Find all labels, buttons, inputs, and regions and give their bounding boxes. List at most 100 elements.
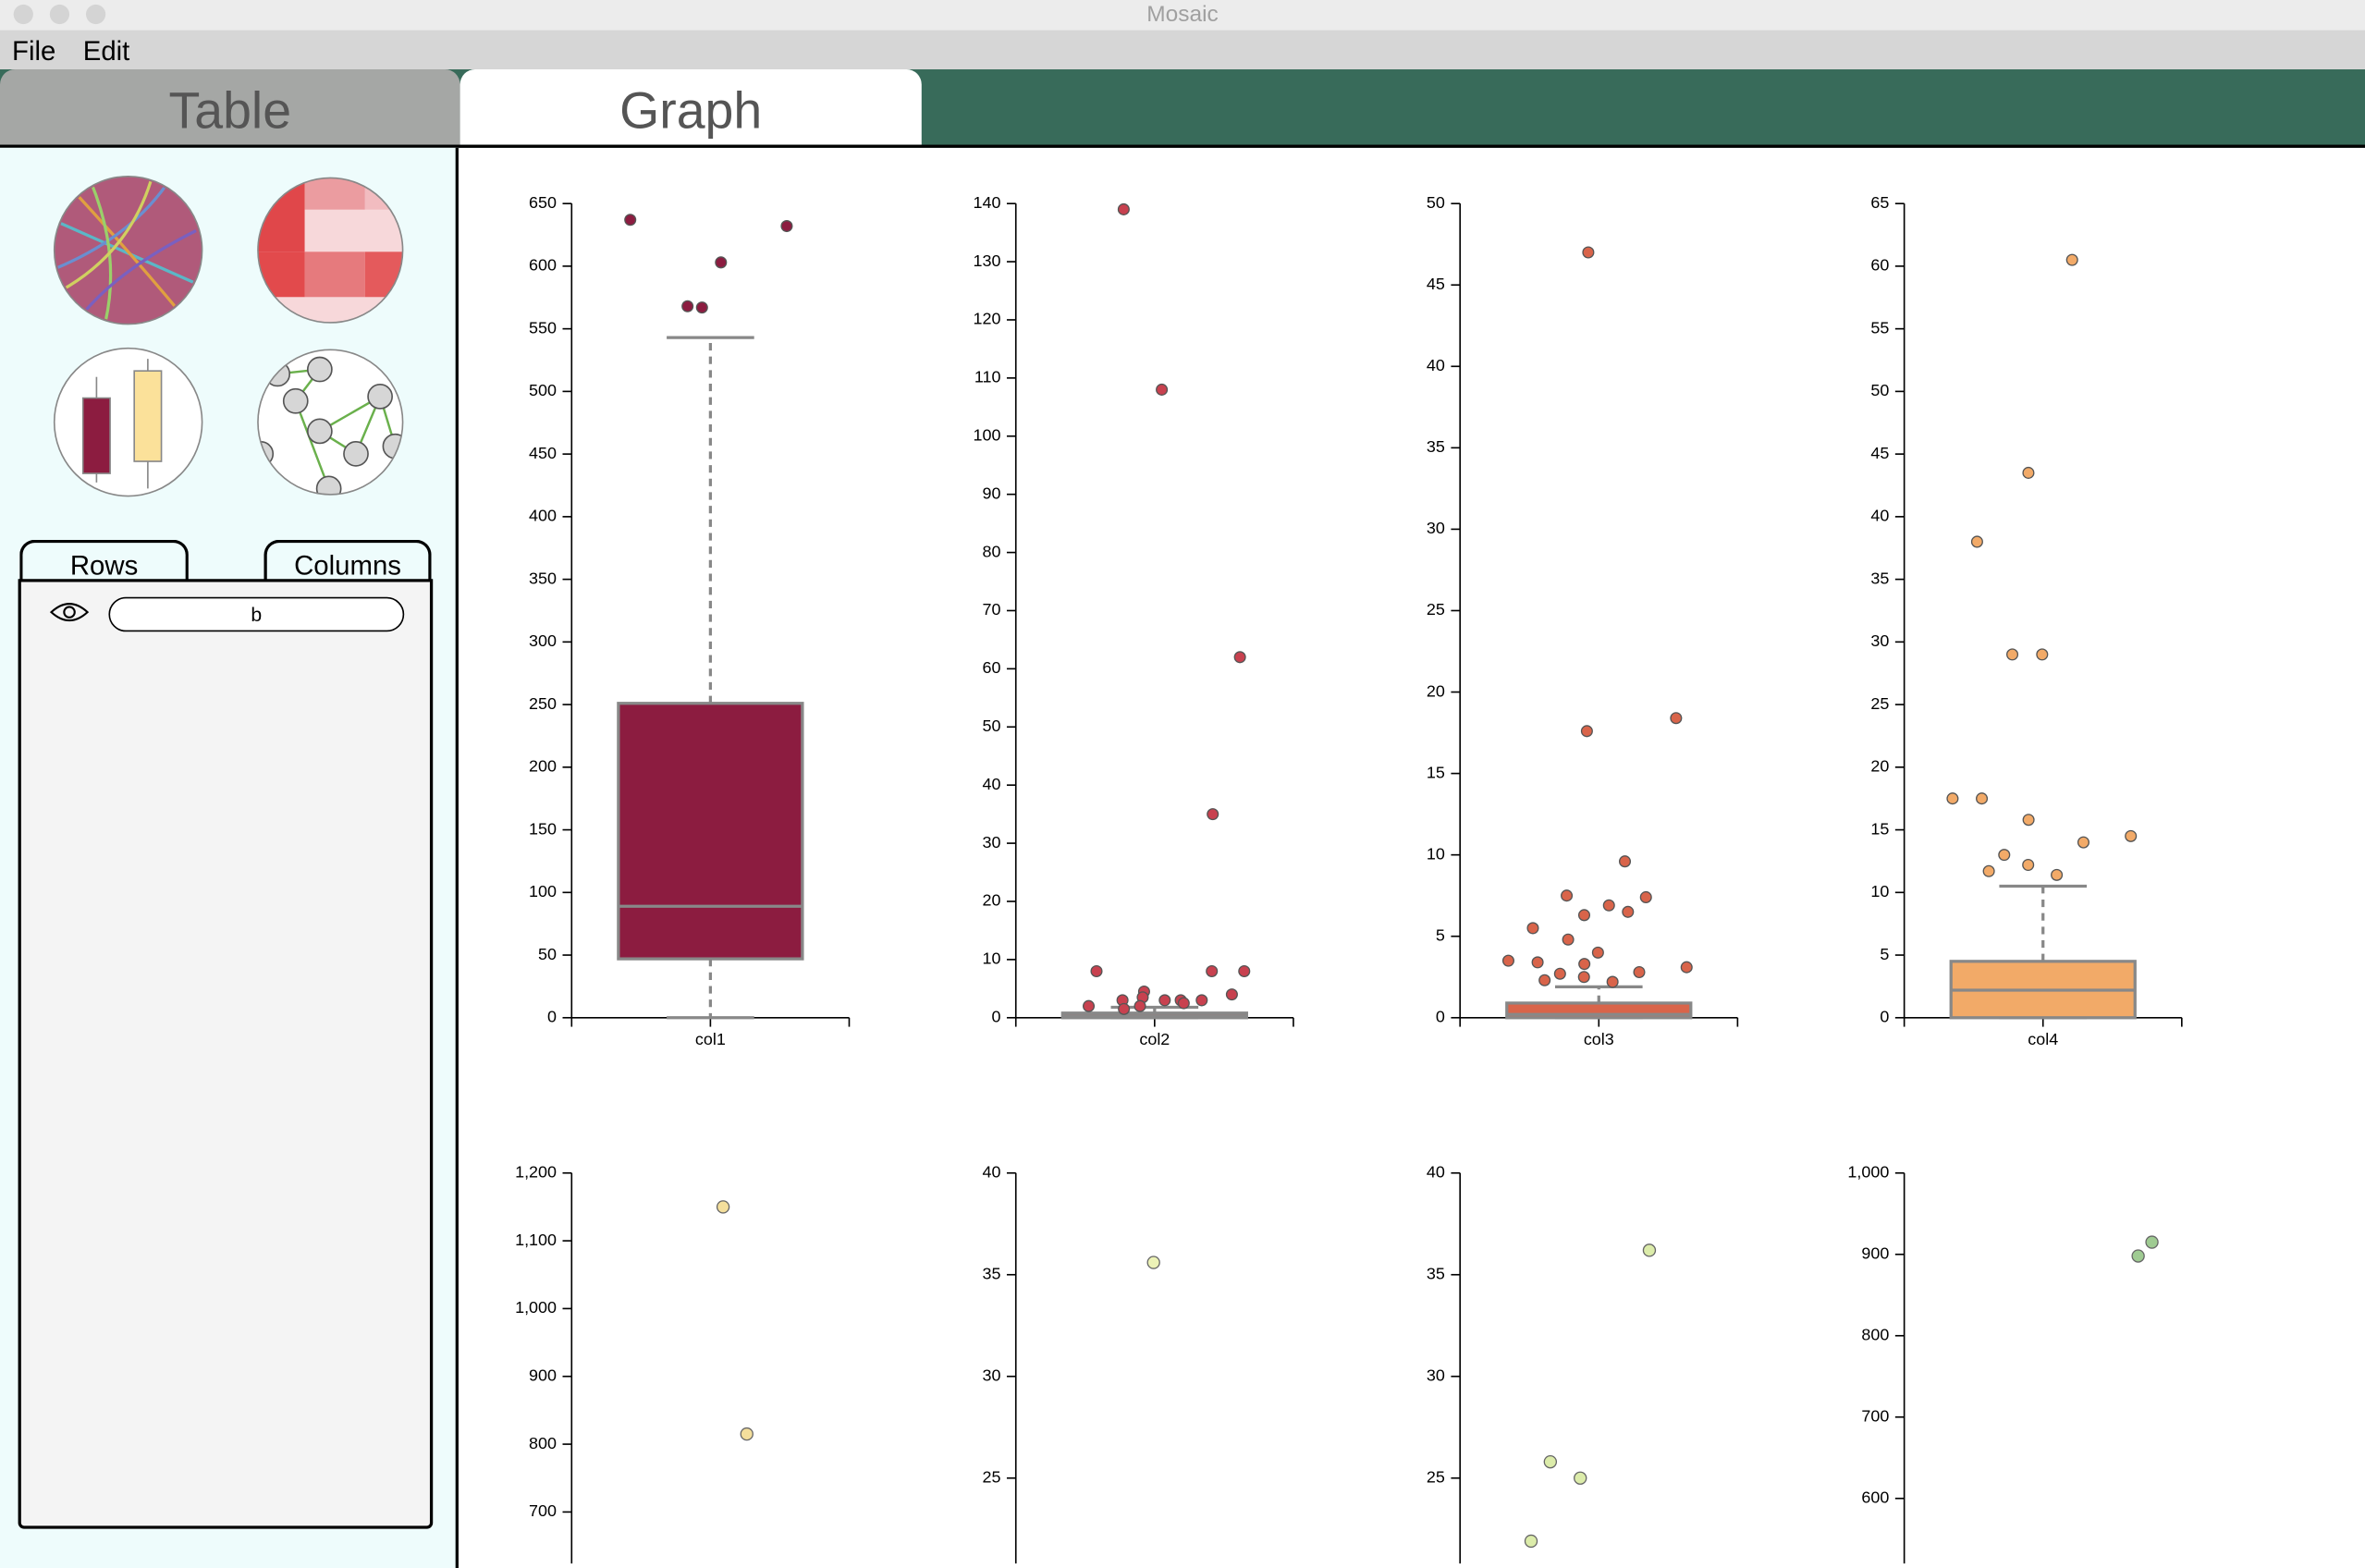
y-tick-label: 550: [529, 318, 557, 337]
sidebar: Rows Columns b: [0, 147, 459, 1568]
sidebar-tab[interactable]: Columns: [263, 539, 432, 582]
y-tick-label: 15: [1870, 819, 1889, 838]
boxplot-icon[interactable]: [53, 347, 203, 497]
point: [1146, 1256, 1160, 1269]
outlier: [1602, 899, 1615, 912]
y-tick-label: 200: [529, 757, 557, 776]
outlier: [2065, 253, 2078, 266]
outlier: [681, 300, 694, 312]
point: [2131, 1249, 2145, 1263]
graph-area: 050100150200250300350400450500550600650c…: [515, 193, 2183, 1564]
y-tick-label: 25: [1427, 600, 1445, 619]
outlier: [1238, 964, 1251, 977]
y-tick-label: 0: [1880, 1008, 1889, 1026]
visibility-icon[interactable]: [48, 600, 91, 624]
outlier: [1526, 922, 1539, 935]
menu-item[interactable]: File: [12, 36, 56, 67]
point: [1524, 1534, 1538, 1549]
y-tick-label: 100: [973, 426, 1000, 445]
outlier: [1117, 202, 1130, 215]
y-tick-label: 60: [1870, 256, 1889, 275]
chord-icon[interactable]: [53, 175, 203, 325]
zoom-button[interactable]: [85, 4, 106, 25]
outlier: [1998, 849, 2011, 862]
outlier: [1591, 946, 1604, 959]
y-tick-label: 25: [1427, 1467, 1445, 1486]
rows-panel: b: [18, 579, 434, 1529]
y-tick-label: 900: [529, 1366, 557, 1384]
y-tick-label: 450: [529, 444, 557, 462]
outlier: [1206, 964, 1219, 977]
y-tick-label: 500: [529, 381, 557, 399]
sidebar-tab[interactable]: Rows: [19, 539, 189, 582]
outlier: [1553, 967, 1566, 980]
y-tick-label: 1,000: [515, 1298, 557, 1317]
y-tick-label: 600: [1861, 1488, 1889, 1506]
close-button[interactable]: [13, 4, 33, 25]
outlier: [1233, 651, 1246, 664]
outlier: [1118, 1002, 1131, 1015]
tab[interactable]: Table: [0, 69, 460, 145]
y-tick-label: 50: [538, 945, 557, 963]
y-tick-label: 600: [529, 256, 557, 275]
outlier: [1083, 999, 1096, 1012]
y-tick-label: 90: [982, 484, 1000, 502]
y-tick-label: 300: [529, 631, 557, 650]
outlier: [1970, 535, 1983, 548]
y-tick-label: 5: [1436, 925, 1445, 944]
x-tick-label: col4: [2028, 1030, 2058, 1048]
tab[interactable]: Graph: [460, 69, 922, 145]
y-tick-label: 45: [1427, 275, 1445, 293]
outlier: [1639, 890, 1652, 903]
filter-field[interactable]: b: [108, 596, 405, 632]
outlier: [1976, 792, 1989, 805]
minimize-button[interactable]: [49, 4, 70, 25]
outlier: [1158, 994, 1171, 1007]
outlier: [1538, 974, 1551, 986]
heatmap-icon[interactable]: [256, 177, 410, 327]
point: [1574, 1471, 1587, 1485]
y-tick-label: 30: [1427, 519, 1445, 537]
y-tick-label: 25: [1870, 694, 1889, 713]
outlier: [1561, 889, 1574, 902]
outlier: [1133, 999, 1146, 1012]
outlier: [1618, 855, 1632, 868]
y-tick-label: 10: [1427, 844, 1445, 863]
menu-item[interactable]: Edit: [82, 36, 130, 67]
outlier: [2077, 836, 2089, 849]
plots: 050100150200250300350400450500550600650c…: [515, 193, 2183, 1564]
outlier: [695, 301, 708, 314]
y-tick-label: 700: [529, 1501, 557, 1520]
y-tick-label: 120: [973, 310, 1000, 328]
y-tick-label: 400: [529, 507, 557, 525]
outlier: [1622, 905, 1635, 918]
y-tick-label: 45: [1870, 444, 1889, 462]
outlier: [2022, 466, 2035, 479]
outlier: [1531, 956, 1544, 969]
y-tick-label: 650: [529, 193, 557, 212]
y-tick-label: 65: [1870, 193, 1889, 212]
x-tick-label: col3: [1584, 1030, 1614, 1048]
chart-type-icons: [53, 175, 410, 501]
outlier: [1670, 712, 1683, 725]
y-tick-label: 20: [982, 891, 1000, 910]
y-tick-label: 100: [529, 882, 557, 900]
outlier: [2006, 648, 2019, 661]
outlier: [1577, 971, 1590, 984]
y-tick-label: 55: [1870, 318, 1889, 337]
outlier: [1156, 383, 1169, 396]
point: [1642, 1243, 1657, 1257]
box: [617, 702, 804, 961]
y-tick-label: 20: [1427, 681, 1445, 700]
y-tick-label: 350: [529, 569, 557, 587]
y-tick-label: 40: [1870, 507, 1889, 525]
outlier: [1090, 964, 1103, 977]
y-tick-label: 0: [1436, 1008, 1445, 1026]
outlier: [1578, 958, 1591, 971]
network-icon[interactable]: [249, 349, 407, 501]
y-tick-label: 30: [1870, 631, 1889, 650]
outlier: [1982, 864, 1995, 877]
y-tick-label: 130: [973, 251, 1000, 270]
y-tick-label: 60: [982, 658, 1000, 677]
